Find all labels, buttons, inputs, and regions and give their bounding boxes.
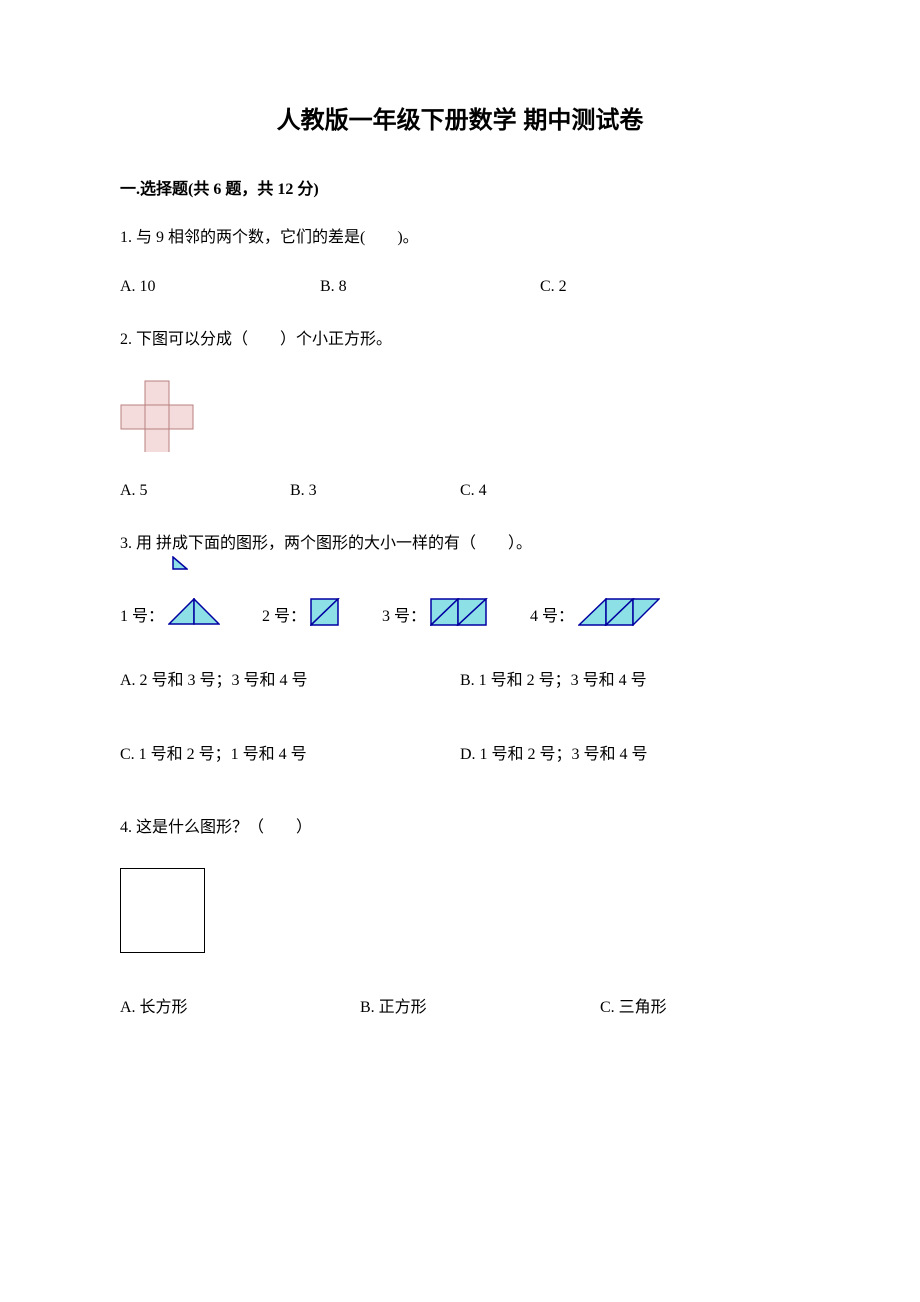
q2-opt-b: B. 3 [290,482,460,500]
shape-1: 1 号： [120,598,220,626]
q3-text-after: 拼成下面的图形，两个图形的大小一样的有（ ）。 [156,535,532,552]
q2-options: A. 5 B. 3 C. 4 [120,482,800,500]
q3-text: 3. 用 拼成下面的图形，两个图形的大小一样的有（ ）。 [120,530,800,559]
q2-opt-a: A. 5 [120,482,290,500]
shape-1-svg [168,598,220,626]
q3-opt-d: D. 1 号和 2 号；3 号和 4 号 [460,740,800,764]
q4-opt-c: C. 三角形 [600,993,667,1017]
q1-opt-b: B. 8 [320,278,540,296]
q3-opt-c: C. 1 号和 2 号；1 号和 4 号 [120,740,460,764]
q1-opt-a: A. 10 [120,278,320,296]
shape-1-label: 1 号： [120,602,164,626]
square-figure [120,868,205,953]
q2-text: 2. 下图可以分成（ ）个小正方形。 [120,326,800,355]
shape-2: 2 号： [262,598,340,626]
q3-text-before: 3. 用 [120,535,152,552]
q4-text: 4. 这是什么图形？（ ） [120,814,800,843]
q2-opt-c: C. 4 [460,482,487,500]
page-title: 人教版一年级下册数学 期中测试卷 [120,100,800,135]
shape-3-svg [430,598,488,626]
tiny-triangle-icon [172,552,188,581]
q3-options: A. 2 号和 3 号；3 号和 4 号 B. 1 号和 2 号；3 号和 4 … [120,666,800,764]
section-label: 一.选择题(共 6 题，共 12 分) [120,181,319,198]
plus-shape-figure [120,380,210,452]
plus-shape-svg [120,380,210,452]
q3-shapes-row: 1 号： 2 号： 3 号： 4 号： [120,598,800,626]
q1-opt-c: C. 2 [540,278,567,296]
shape-3: 3 号： [382,598,488,626]
section-header: 一.选择题(共 6 题，共 12 分) [120,175,800,199]
q4-opt-b: B. 正方形 [360,993,600,1017]
shape-2-svg [310,598,340,626]
shape-4: 4 号： [530,598,660,626]
shape-2-label: 2 号： [262,602,306,626]
q1-text: 1. 与 9 相邻的两个数，它们的差是( )。 [120,224,800,253]
q1-options: A. 10 B. 8 C. 2 [120,278,800,296]
shape-4-svg [578,598,660,626]
q3-opt-b: B. 1 号和 2 号；3 号和 4 号 [460,666,800,690]
q4-options: A. 长方形 B. 正方形 C. 三角形 [120,993,800,1017]
shape-3-label: 3 号： [382,602,426,626]
shape-4-label: 4 号： [530,602,574,626]
q4-opt-a: A. 长方形 [120,993,360,1017]
q3-opt-a: A. 2 号和 3 号；3 号和 4 号 [120,666,460,690]
